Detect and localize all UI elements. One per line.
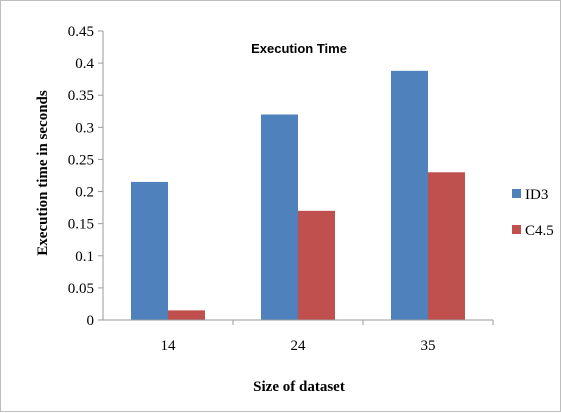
bars xyxy=(131,70,465,320)
y-tick-label: 0.15 xyxy=(68,217,94,233)
x-axis-title: Size of dataset xyxy=(253,379,345,395)
y-tick-label: 0.3 xyxy=(75,120,94,136)
y-axis-title: Execution time in seconds xyxy=(35,90,51,256)
y-tick-label: 0.25 xyxy=(68,152,94,168)
x-tick-label: 24 xyxy=(291,338,307,354)
legend-label: ID3 xyxy=(525,187,548,203)
legend: ID3 C4.5 xyxy=(512,187,554,239)
bar-c45-24 xyxy=(298,210,335,320)
y-tick-label: 0.45 xyxy=(68,24,94,40)
bar-id3-14 xyxy=(131,181,168,320)
y-tick-label: 0.1 xyxy=(75,249,94,265)
chart-title: Execution Time xyxy=(251,41,347,56)
y-tick-label: 0 xyxy=(87,313,95,329)
bar-c45-14 xyxy=(168,310,205,320)
x-tick-label: 14 xyxy=(161,338,177,354)
legend-swatch-id3 xyxy=(512,189,521,198)
legend-label: C4.5 xyxy=(525,223,554,239)
bar-c45-35 xyxy=(428,172,465,320)
y-tick-label: 0.4 xyxy=(75,56,94,72)
y-tick-label: 0.2 xyxy=(75,185,94,201)
y-tick-label: 0.05 xyxy=(68,281,94,297)
y-axis-ticks: 0 0.05 0.1 0.15 0.2 0.25 0.3 0.35 0.4 0.45 xyxy=(68,24,103,329)
y-tick-label: 0.35 xyxy=(68,88,94,104)
bar-id3-24 xyxy=(261,114,298,320)
legend-swatch-c45 xyxy=(512,225,521,234)
x-axis-ticks: 14 24 35 xyxy=(161,320,494,354)
bar-id3-35 xyxy=(391,70,428,320)
x-tick-label: 35 xyxy=(421,338,436,354)
